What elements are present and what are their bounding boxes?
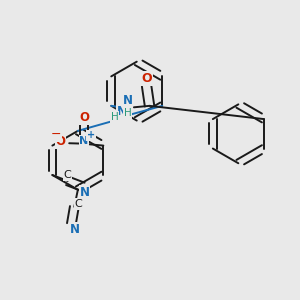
Text: O: O <box>142 72 152 85</box>
Text: O: O <box>56 135 65 148</box>
Text: O: O <box>80 111 89 124</box>
Text: C: C <box>75 199 82 209</box>
Text: H: H <box>124 108 132 118</box>
Text: N: N <box>116 105 127 119</box>
Text: H: H <box>111 112 118 122</box>
Text: N: N <box>79 136 88 146</box>
Text: +: + <box>87 130 95 140</box>
Text: N: N <box>70 223 80 236</box>
Text: C: C <box>63 170 71 180</box>
Text: −: − <box>50 128 61 141</box>
Text: N: N <box>80 186 89 199</box>
Text: N: N <box>123 94 133 107</box>
